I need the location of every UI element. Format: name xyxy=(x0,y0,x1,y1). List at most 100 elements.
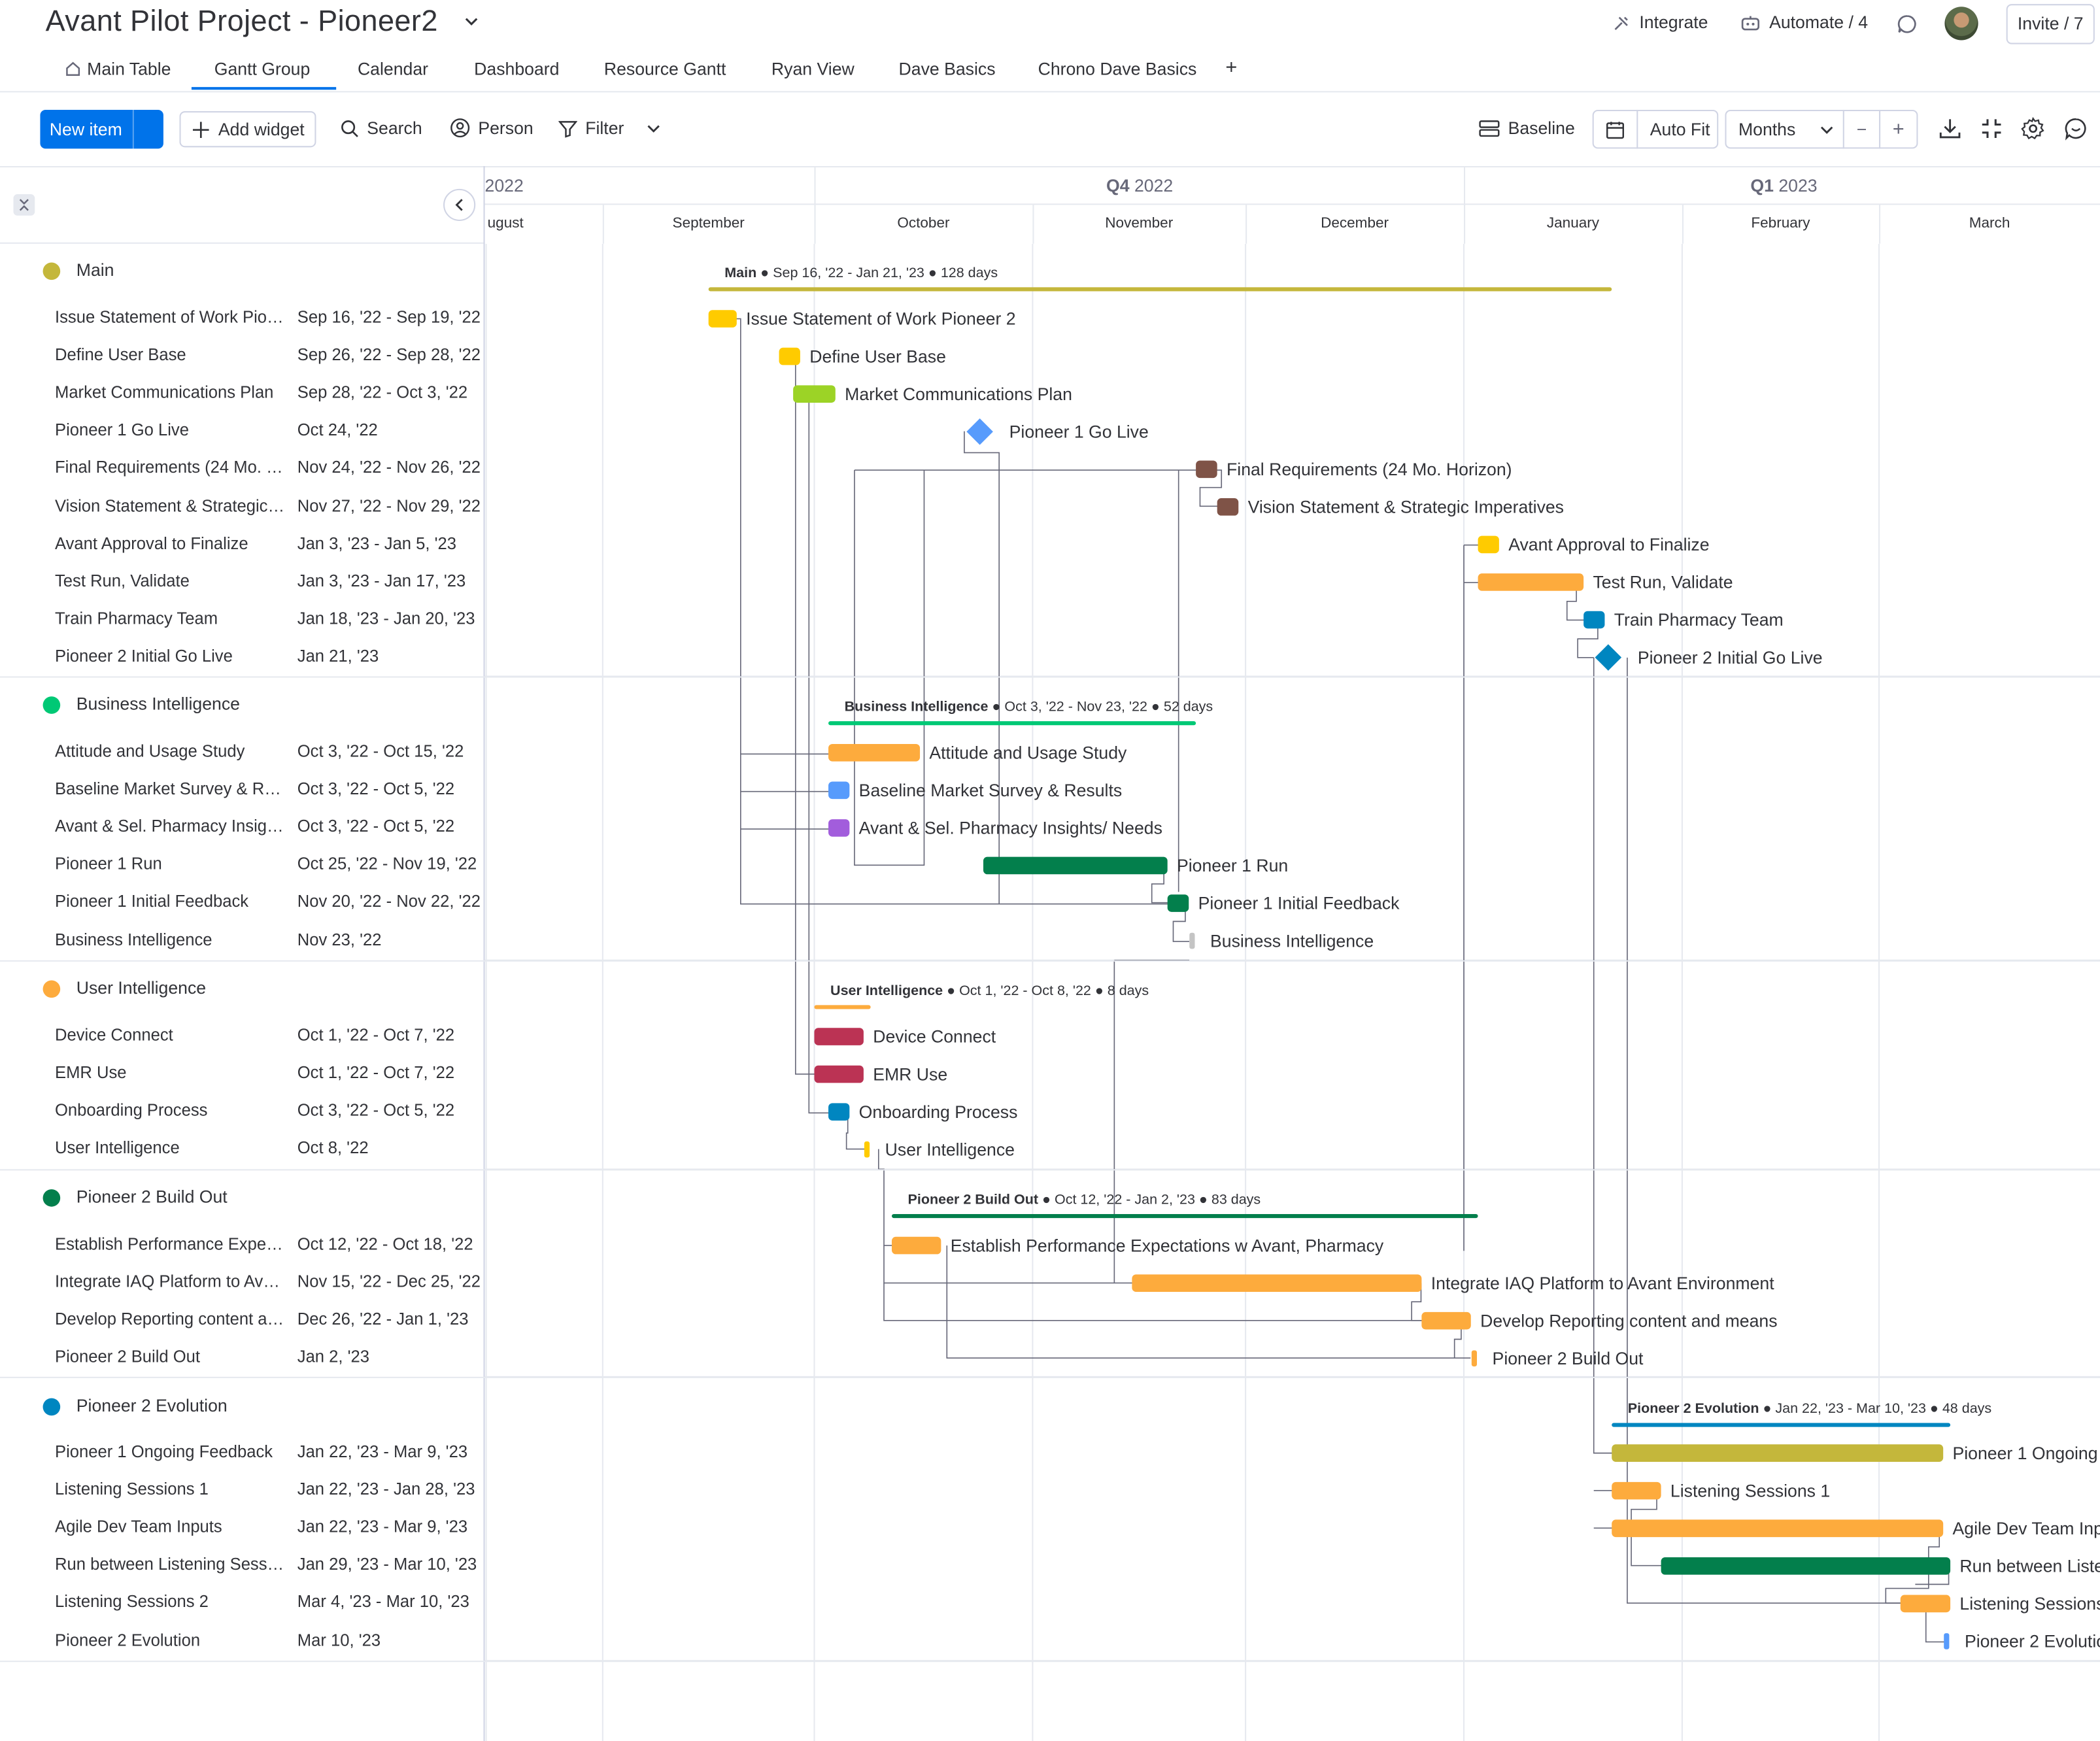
item-name[interactable]: User Intelligence xyxy=(54,1138,180,1158)
chevron-down-icon[interactable] xyxy=(177,122,193,138)
item-name[interactable]: Pioneer 1 Run xyxy=(54,854,162,874)
item-name[interactable]: Baseline Market Survey & Res... xyxy=(54,779,286,799)
task-bar[interactable] xyxy=(779,347,800,365)
item-name[interactable]: Vision Statement & Strategic ... xyxy=(54,496,286,515)
task-bar[interactable] xyxy=(1612,1519,1944,1538)
milestone-marker[interactable] xyxy=(864,1141,870,1158)
scale-select[interactable]: Months xyxy=(1738,119,1796,140)
tab-chrono-dave-basics[interactable]: Chrono Dave Basics xyxy=(1038,59,1197,79)
new-item-button[interactable]: New item xyxy=(40,109,191,149)
item-name[interactable]: Run between Listening Sessio... xyxy=(54,1555,286,1574)
item-name[interactable]: Define User Base xyxy=(54,345,186,365)
item-name[interactable]: Market Communications Plan xyxy=(54,383,274,402)
chevron-down-icon[interactable] xyxy=(645,120,662,136)
task-bar[interactable] xyxy=(1478,535,1499,554)
task-bar[interactable] xyxy=(891,1236,941,1255)
group-color-dot[interactable] xyxy=(42,262,61,280)
chevron-down-icon[interactable] xyxy=(464,13,480,29)
task-bar[interactable] xyxy=(828,781,850,800)
item-name[interactable]: Test Run, Validate xyxy=(54,571,190,590)
group-color-dot[interactable] xyxy=(42,696,61,714)
integrate-button[interactable]: Integrate xyxy=(1612,12,1708,32)
group-summary-bar[interactable] xyxy=(708,287,1612,292)
invite-button[interactable]: Invite / 7 xyxy=(2006,4,2095,44)
group-summary-bar[interactable] xyxy=(891,1213,1478,1219)
board-title[interactable]: Avant Pilot Project - Pioneer2 xyxy=(45,4,438,38)
task-bar[interactable] xyxy=(793,385,836,403)
group-color-dot[interactable] xyxy=(42,980,61,998)
tab-resource-gantt[interactable]: Resource Gantt xyxy=(603,59,726,79)
item-name[interactable]: Avant Approval to Finalize xyxy=(54,533,248,553)
item-name[interactable]: EMR Use xyxy=(54,1063,127,1083)
add-widget-button[interactable]: Add widget xyxy=(179,111,317,148)
add-view-button[interactable]: + xyxy=(1225,56,1238,79)
automate-button[interactable]: Automate / 4 xyxy=(1740,12,1868,32)
task-bar[interactable] xyxy=(1167,894,1189,912)
group-color-dot[interactable] xyxy=(42,1398,61,1416)
item-name[interactable]: Issue Statement of Work Pion... xyxy=(54,308,286,327)
milestone-diamond[interactable] xyxy=(1595,644,1622,671)
item-name[interactable]: Listening Sessions 2 xyxy=(54,1593,209,1612)
item-name[interactable]: Business Intelligence xyxy=(54,930,212,949)
group-title[interactable]: Business Intelligence xyxy=(76,694,240,714)
task-bar[interactable] xyxy=(708,310,737,328)
auto-fit-button[interactable]: Auto Fit xyxy=(1592,109,1719,149)
item-name[interactable]: Final Requirements (24 Mo. H... xyxy=(54,458,286,478)
tab-calendar[interactable]: Calendar xyxy=(357,59,429,79)
group-color-dot[interactable] xyxy=(42,1189,61,1207)
person-filter-button[interactable]: Person xyxy=(450,118,533,138)
group-summary-bar[interactable] xyxy=(1612,1423,1951,1427)
item-name[interactable]: Pioneer 2 Initial Go Live xyxy=(54,647,233,666)
chevron-down-icon[interactable] xyxy=(1819,121,1835,137)
tab-dashboard[interactable]: Dashboard xyxy=(474,59,560,79)
task-bar[interactable] xyxy=(1217,498,1239,516)
item-name[interactable]: Attitude and Usage Study xyxy=(54,741,245,761)
task-bar[interactable] xyxy=(1478,573,1584,591)
download-icon[interactable] xyxy=(1938,116,1962,141)
item-name[interactable]: Pioneer 1 Initial Feedback xyxy=(54,892,249,911)
milestone-marker[interactable] xyxy=(1471,1350,1477,1367)
task-bar[interactable] xyxy=(814,1065,864,1083)
user-avatar[interactable] xyxy=(1944,7,1978,41)
toggle-left-panel-button[interactable] xyxy=(443,188,476,222)
tab-gantt-group[interactable]: Gantt Group xyxy=(214,59,311,79)
baseline-button[interactable]: Baseline xyxy=(1479,118,1575,138)
zoom-out-button[interactable]: − xyxy=(1856,119,1867,140)
task-bar[interactable] xyxy=(1132,1274,1422,1292)
group-summary-bar[interactable] xyxy=(814,1005,871,1009)
task-bar[interactable] xyxy=(1900,1595,1951,1613)
fullscreen-icon[interactable] xyxy=(1980,116,2004,141)
milestone-diamond[interactable] xyxy=(966,418,993,445)
task-bar[interactable] xyxy=(828,819,850,837)
item-name[interactable]: Pioneer 1 Ongoing Feedback xyxy=(54,1442,273,1461)
updates-chat-icon[interactable] xyxy=(1897,13,1918,35)
task-bar[interactable] xyxy=(1661,1557,1951,1575)
task-bar[interactable] xyxy=(1612,1481,1661,1500)
settings-gear-icon[interactable] xyxy=(2021,116,2045,141)
item-name[interactable]: Onboarding Process xyxy=(54,1101,208,1120)
tab-main-table[interactable]: Main Table xyxy=(64,59,171,79)
collapse-all-icon[interactable] xyxy=(13,194,35,216)
group-title[interactable]: Pioneer 2 Evolution xyxy=(76,1395,228,1416)
filter-button[interactable]: Filter xyxy=(558,118,662,138)
item-name[interactable]: Integrate IAQ Platform to Ava... xyxy=(54,1272,286,1291)
item-name[interactable]: Avant & Sel. Pharmacy Insight... xyxy=(54,817,286,836)
task-bar[interactable] xyxy=(1612,1444,1944,1462)
group-summary-bar[interactable] xyxy=(828,721,1196,726)
task-bar[interactable] xyxy=(814,1028,864,1045)
task-bar[interactable] xyxy=(1421,1311,1471,1330)
tab-ryan-view[interactable]: Ryan View xyxy=(771,59,855,79)
item-name[interactable]: Train Pharmacy Team xyxy=(54,609,218,628)
item-name[interactable]: Device Connect xyxy=(54,1026,173,1045)
item-name[interactable]: Agile Dev Team Inputs xyxy=(54,1517,222,1537)
item-name[interactable]: Pioneer 2 Evolution xyxy=(54,1631,201,1649)
task-bar[interactable] xyxy=(828,743,921,762)
item-name[interactable]: Listening Sessions 1 xyxy=(54,1479,209,1499)
task-bar[interactable] xyxy=(1196,460,1217,479)
group-title[interactable]: Main xyxy=(76,260,114,280)
milestone-marker[interactable] xyxy=(1944,1633,1950,1649)
search-button[interactable]: Search xyxy=(340,118,422,138)
task-bar[interactable] xyxy=(1583,611,1605,629)
feedback-chat-icon[interactable] xyxy=(2064,116,2088,141)
item-name[interactable]: Pioneer 1 Go Live xyxy=(54,420,189,440)
